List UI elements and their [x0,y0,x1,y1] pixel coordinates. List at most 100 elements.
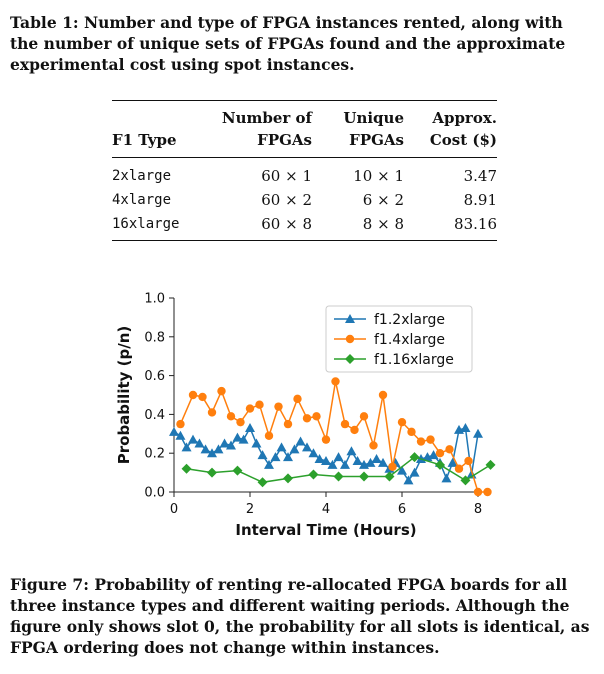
data-point [245,404,255,413]
data-point [198,392,207,402]
table-1: Number of Unique Approx. F1 Type FPGAs F… [112,100,497,241]
data-point [194,438,205,448]
data-point [289,444,300,454]
data-point [181,442,192,452]
data-point [346,446,357,456]
data-point [435,449,445,458]
y-tick-label: 1.0 [144,292,165,307]
data-point [236,417,245,427]
data-point [264,459,274,469]
data-point [175,430,186,440]
data-point [314,454,325,464]
header-number-line1: Number of [221,109,312,127]
y-tick-label: 0.8 [144,330,165,345]
data-point [350,425,359,435]
cell-cost: 83.16 [454,215,497,233]
data-point [276,442,287,452]
data-point [188,434,198,444]
data-point [302,442,312,452]
data-point [274,402,283,411]
data-point [321,455,331,465]
data-point [302,414,312,423]
data-point [283,419,293,429]
data-point [226,440,236,450]
cell-number: 60 × 2 [261,191,312,209]
data-point [407,427,416,437]
data-point [293,394,302,404]
data-point [295,436,306,446]
data-point [232,432,243,442]
data-point [388,462,397,471]
data-point [188,390,198,400]
probability-chart: 0.0 0.2 0.4 0.6 0.8 1.0 0 2 4 6 8 f1.2xlarge f1.4xl… [115,292,496,539]
data-point [312,412,321,421]
data-point [473,428,483,438]
data-point [333,452,344,462]
data-point [340,459,350,469]
data-point [447,457,458,467]
data-point [352,455,363,465]
y-tick-label: 0.2 [144,447,165,462]
data-point [466,469,477,479]
figure-caption: Figure 7: Probability of renting re-allo… [10,575,590,657]
data-point [441,473,452,483]
data-point [365,457,376,467]
y-axis-label: Probability (p/n) [115,326,133,465]
header-unique: FPGAs [349,131,404,149]
x-tick-label: 8 [474,502,482,517]
data-point [435,459,445,470]
data-point [283,452,293,462]
legend-label: f1.2xlarge [374,312,445,328]
data-point [238,434,249,444]
cell-cost: 8.91 [463,191,497,209]
data-point [207,467,217,478]
data-point [428,450,439,460]
data-point [426,435,435,444]
x-tick-label: 6 [398,502,406,517]
data-point [219,438,230,448]
x-tick-label: 4 [322,502,330,517]
data-point [359,471,369,482]
data-point [257,450,268,460]
y-tick-label: 0.6 [144,369,165,384]
cell-unique: 10 × 1 [353,167,404,185]
cell-type: 16xlarge [112,216,180,232]
data-point [371,454,382,464]
data-point [257,477,268,488]
data-point [485,459,496,470]
data-point [378,457,388,467]
data-point [255,400,264,409]
legend-label: f1.4xlarge [374,332,445,348]
cell-type: 4xlarge [112,192,172,208]
data-point [409,467,420,477]
data-point [333,471,344,482]
header-cost-line1: Approx. [432,109,497,127]
data-point [181,463,192,474]
data-point [403,475,414,485]
data-point [483,487,492,497]
data-point [207,408,217,417]
data-point [308,469,319,480]
table-caption: Table 1: Number and type of FPGA instanc… [10,13,566,74]
data-point [270,452,281,462]
data-point [169,426,179,436]
data-point [331,377,340,386]
table-row: 4xlarge 60 × 2 6 × 2 8.91 [112,188,497,212]
data-point [176,419,185,429]
data-point [327,459,338,469]
data-point [409,452,420,463]
legend-marker [345,334,355,344]
data-point [217,386,226,396]
data-point [384,471,395,482]
y-tick-label: 0.4 [144,408,165,423]
data-point [369,441,378,450]
data-point [416,437,426,446]
data-point [232,465,243,476]
data-point [308,448,319,458]
y-tick-label: 0.0 [144,486,165,501]
data-point [340,419,350,429]
cell-number: 60 × 1 [261,167,312,185]
data-point [245,422,255,432]
legend-marker [345,354,355,364]
header-number: FPGAs [257,131,312,149]
